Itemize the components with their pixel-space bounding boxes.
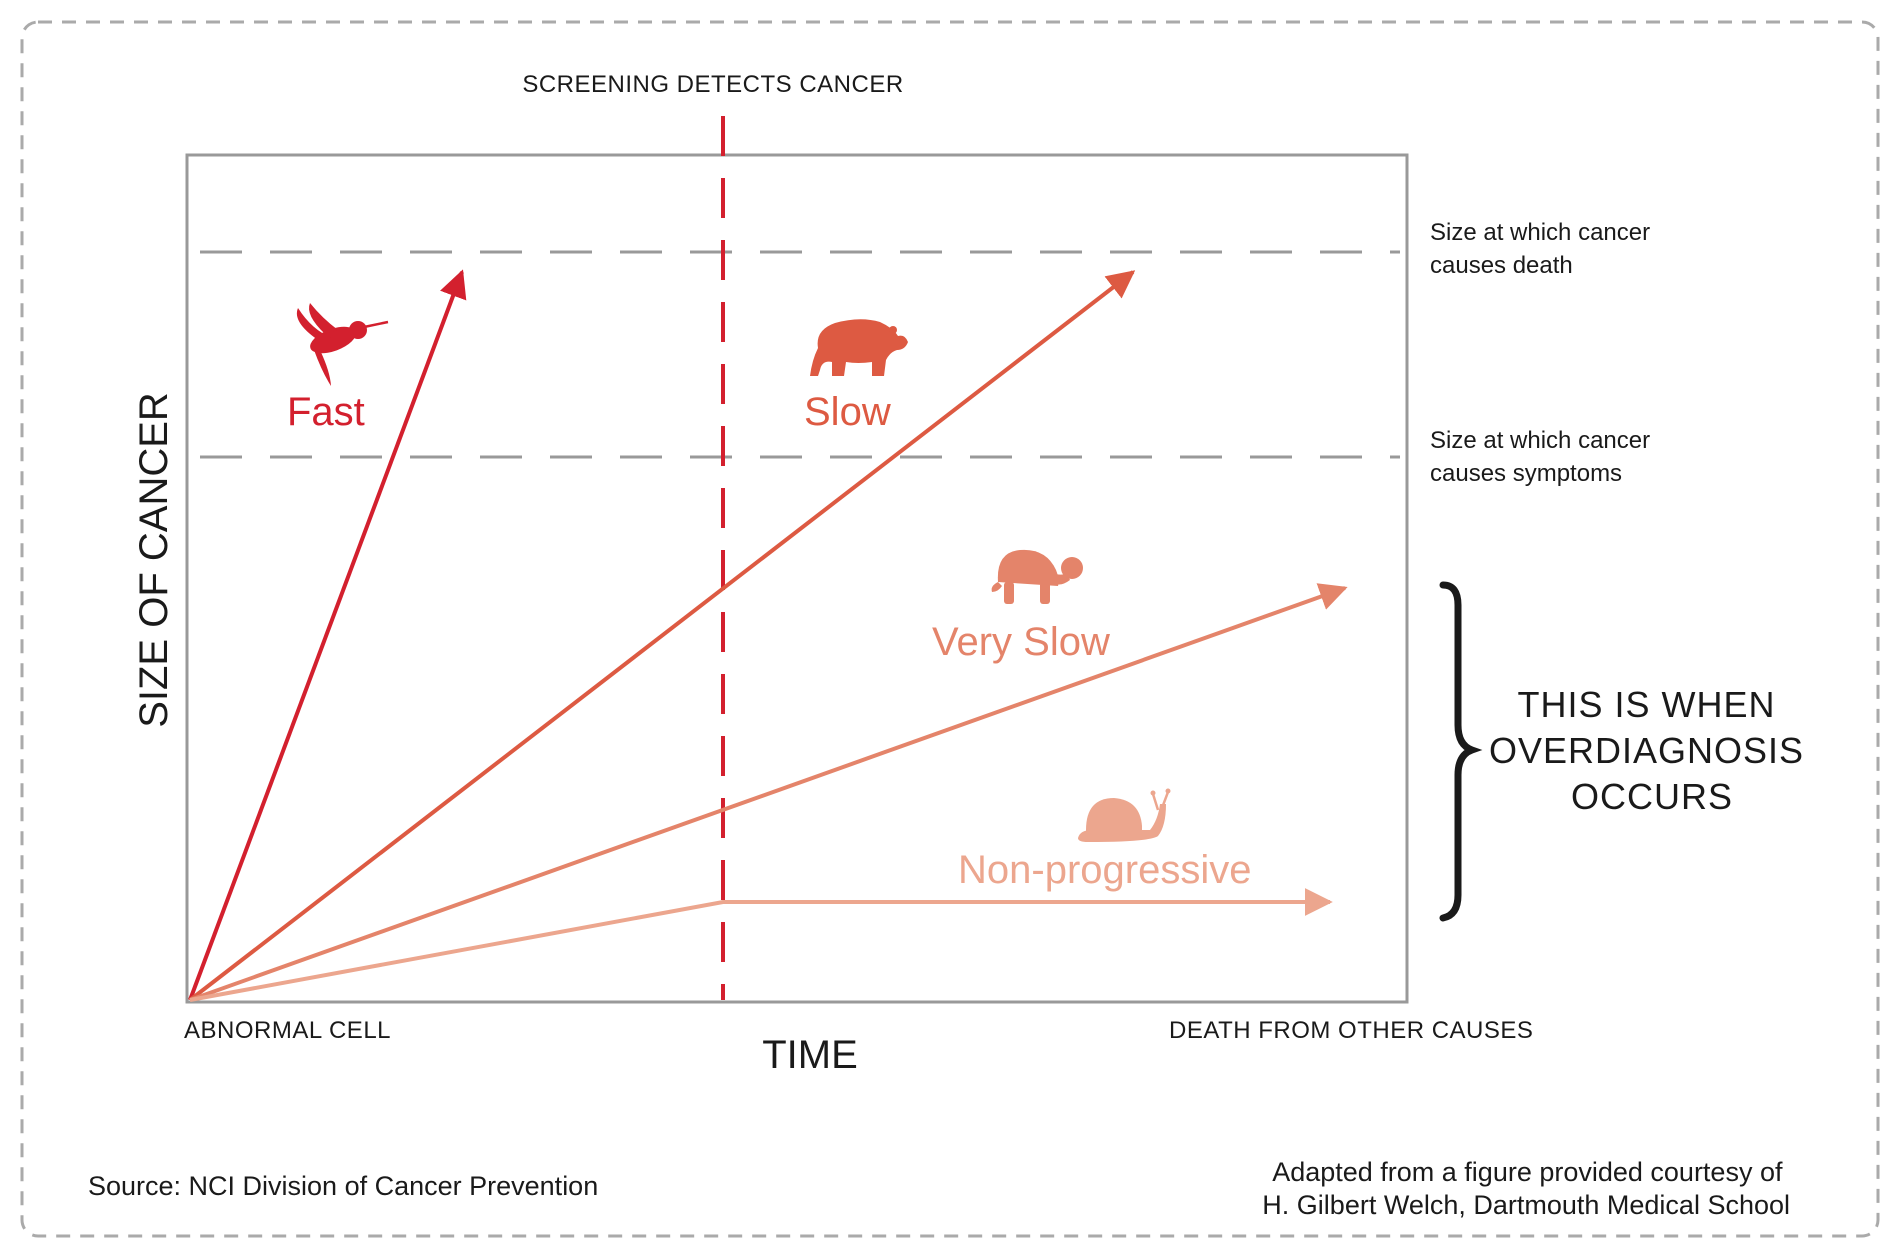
source-note: Source: NCI Division of Cancer Preventio… [88,1171,598,1201]
screening-label: SCREENING DETECTS CANCER [522,71,903,98]
very-slow-growth-arrow [189,583,1348,1002]
slow-label: Slow [804,390,891,434]
non-progressive-label: Non-progressive [958,848,1251,892]
bear-icon [810,319,908,376]
overdiagnosis-line-1: THIS IS WHEN [1517,684,1775,725]
hummingbird-icon [296,303,389,386]
non-progressive-growth-arrow [189,888,1333,1002]
tortoise-icon [991,549,1083,604]
death-threshold-line-1: Size at which cancer [1430,219,1650,246]
snail-icon [1078,788,1171,842]
plot-frame [185,153,1409,1004]
slow-growth-arrow [188,270,1136,1002]
fast-growth-arrow [188,269,467,1001]
death-threshold-line-2: causes death [1430,252,1573,279]
symptoms-threshold-line-1: Size at which cancer [1430,427,1650,454]
y-axis-label: SIZE OF CANCER [132,392,176,728]
overdiagnosis-brace [1439,581,1483,922]
death-threshold-label: Size at which cancer causes death [1430,219,1657,279]
credit-note: Adapted from a figure provided courtesy … [1262,1157,1790,1220]
credit-line-2: H. Gilbert Welch, Dartmouth Medical Scho… [1262,1190,1790,1220]
symptoms-threshold-label: Size at which cancer causes symptoms [1430,427,1657,487]
fast-label: Fast [287,390,365,434]
x-axis-label: TIME [762,1033,858,1077]
very-slow-label: Very Slow [932,620,1110,664]
overdiagnosis-line-2: OVERDIAGNOSIS [1489,730,1804,771]
overdiagnosis-note: THIS IS WHEN OVERDIAGNOSIS OCCURS [1489,684,1815,817]
outer-dashed-border [20,20,1880,1238]
x-end-label: DEATH FROM OTHER CAUSES [1169,1017,1533,1044]
credit-line-1: Adapted from a figure provided courtesy … [1272,1157,1783,1187]
x-start-label: ABNORMAL CELL [184,1017,391,1044]
symptoms-threshold-line-2: causes symptoms [1430,460,1622,487]
overdiagnosis-line-3: OCCURS [1571,776,1733,817]
